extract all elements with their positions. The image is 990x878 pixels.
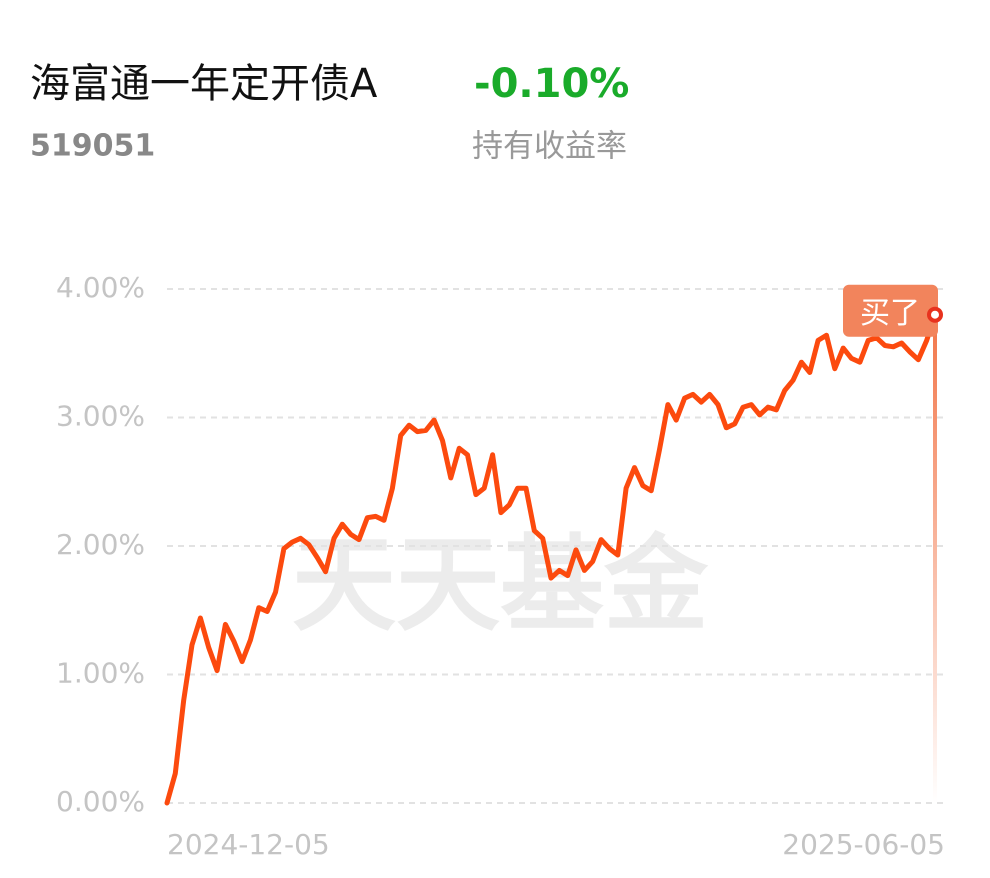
fund-code: 519051	[30, 129, 155, 164]
y-tick-label: 4.00%	[56, 271, 145, 304]
y-tick-label: 3.00%	[56, 400, 145, 433]
watermark: 天天基金	[292, 523, 709, 645]
plot-area: 0.00% 1.00% 2.00% 3.00% 4.00% 2024-12-05 2025-…	[56, 271, 945, 861]
fund-title: 海富通一年定开债A	[30, 61, 378, 107]
x-tick-label: 2025-06-05	[782, 828, 945, 861]
y-tick-label: 1.00%	[56, 657, 145, 690]
return-label: 持有收益率	[472, 129, 627, 165]
y-tick-label: 0.00%	[56, 785, 145, 818]
return-value: -0.10%	[474, 61, 629, 107]
end-marker-bar	[933, 314, 937, 803]
x-tick-label: 2024-12-05	[167, 828, 330, 861]
end-point	[927, 306, 943, 323]
line	[164, 312, 938, 806]
annotation-label: 买了	[860, 296, 920, 331]
y-tick-label: 2.00%	[56, 528, 145, 561]
annotation-box	[843, 284, 938, 337]
